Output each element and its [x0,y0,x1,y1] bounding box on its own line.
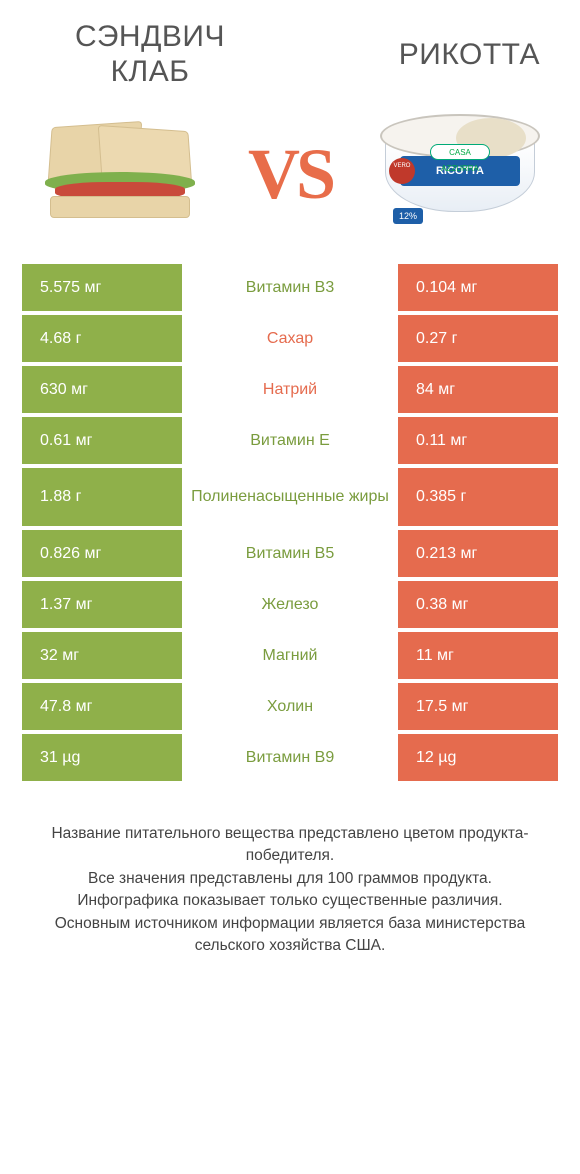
ricotta-brand: CASA AZZURRA [430,144,490,160]
right-value: 0.385 г [398,468,558,526]
left-value: 31 µg [22,734,182,781]
nutrient-label: Сахар [182,315,398,362]
table-row: 1.37 мгЖелезо0.38 мг [22,581,558,628]
nutrient-label: Витамин B9 [182,734,398,781]
left-value: 0.61 мг [22,417,182,464]
left-product-title: СЭНДВИЧ КЛАБ [40,20,260,89]
left-title-line2: КЛАБ [111,55,190,88]
left-value: 4.68 г [22,315,182,362]
nutrient-label: Полиненасыщенные жиры [182,468,398,526]
left-value: 47.8 мг [22,683,182,730]
ricotta-badge-icon: VERO [389,158,415,184]
right-value: 11 мг [398,632,558,679]
right-value: 0.11 мг [398,417,558,464]
nutrient-label: Витамин B5 [182,530,398,577]
nutrient-label: Магний [182,632,398,679]
nutrient-label: Натрий [182,366,398,413]
table-row: 0.826 мгВитамин B50.213 мг [22,530,558,577]
comparison-table: 5.575 мгВитамин B30.104 мг4.68 гСахар0.2… [0,264,580,781]
left-value: 0.826 мг [22,530,182,577]
footer-line1: Название питательного вещества представл… [51,825,528,864]
table-row: 31 µgВитамин B912 µg [22,734,558,781]
left-title-line1: СЭНДВИЧ [75,20,225,53]
right-value: 0.38 мг [398,581,558,628]
right-value: 12 µg [398,734,558,781]
footer-line2: Все значения представлены для 100 граммо… [88,870,492,887]
left-value: 32 мг [22,632,182,679]
vs-label: VS [248,133,332,216]
footer-notes: Название питательного вещества представл… [0,785,580,958]
left-value: 1.88 г [22,468,182,526]
ricotta-image: CASA AZZURRA RICOTTA VERO 12% [370,109,550,239]
footer-line4: Основным источником информации является … [55,915,526,954]
right-product-title: РИКОТТА [320,20,540,73]
table-row: 4.68 гСахар0.27 г [22,315,558,362]
sandwich-image [30,109,210,239]
table-row: 630 мгНатрий84 мг [22,366,558,413]
right-value: 0.213 мг [398,530,558,577]
table-row: 0.61 мгВитамин E0.11 мг [22,417,558,464]
left-value: 630 мг [22,366,182,413]
nutrient-label: Витамин B3 [182,264,398,311]
table-row: 5.575 мгВитамин B30.104 мг [22,264,558,311]
header: СЭНДВИЧ КЛАБ РИКОТТА [0,0,580,89]
right-value: 17.5 мг [398,683,558,730]
ricotta-pct: 12% [393,208,423,224]
table-row: 32 мгМагний11 мг [22,632,558,679]
right-value: 0.104 мг [398,264,558,311]
nutrient-label: Витамин E [182,417,398,464]
nutrient-label: Холин [182,683,398,730]
nutrient-label: Железо [182,581,398,628]
right-value: 0.27 г [398,315,558,362]
table-row: 47.8 мгХолин17.5 мг [22,683,558,730]
table-row: 1.88 гПолиненасыщенные жиры0.385 г [22,468,558,526]
left-value: 5.575 мг [22,264,182,311]
images-row: VS CASA AZZURRA RICOTTA VERO 12% [0,89,580,264]
footer-line3: Инфографика показывает только существенн… [77,892,502,909]
left-value: 1.37 мг [22,581,182,628]
right-value: 84 мг [398,366,558,413]
